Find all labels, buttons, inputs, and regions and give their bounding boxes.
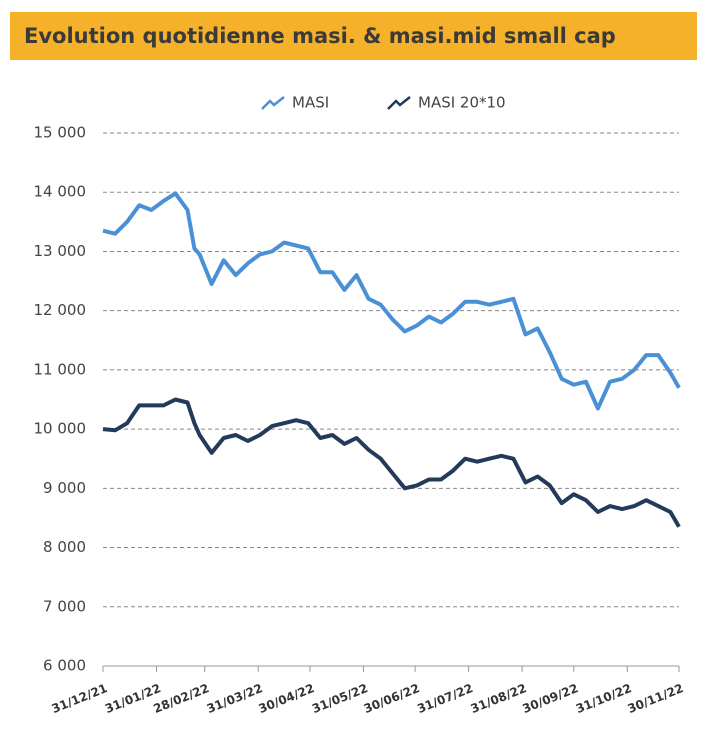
x-tick-label: 30/04/22 xyxy=(257,681,317,716)
x-tick-label: 30/09/22 xyxy=(520,681,580,716)
x-tick-label: 31/03/22 xyxy=(205,681,265,716)
x-tick-label: 31/12/21 xyxy=(50,681,110,716)
chart-title: Evolution quotidienne masi. & masi.mid s… xyxy=(24,24,616,48)
line-series xyxy=(102,191,681,411)
y-tick-label: 14 000 xyxy=(34,183,87,201)
y-tick-label: 10 000 xyxy=(34,420,87,438)
line-series xyxy=(102,397,681,528)
legend-swatch xyxy=(261,96,285,110)
legend-swatch xyxy=(387,96,411,110)
legend-label: MASI xyxy=(292,94,329,112)
x-tick-label: 31/07/22 xyxy=(415,681,475,716)
title-banner xyxy=(10,12,697,60)
x-tick-label: 28/02/22 xyxy=(151,681,211,716)
y-tick-label: 8 000 xyxy=(43,538,86,556)
y-tick-label: 9 000 xyxy=(43,479,86,497)
x-tick-label: 31/05/22 xyxy=(310,681,370,716)
legend-label: MASI 20*10 xyxy=(418,94,506,112)
x-tick-label: 30/06/22 xyxy=(362,681,422,716)
y-tick-label: 12 000 xyxy=(34,301,87,319)
x-tick-label: 30/11/22 xyxy=(626,681,686,716)
y-tick-label: 6 000 xyxy=(43,657,86,675)
x-tick-label: 31/08/22 xyxy=(469,681,529,716)
y-tick-label: 13 000 xyxy=(34,242,87,260)
y-tick-label: 11 000 xyxy=(34,360,87,378)
y-tick-label: 7 000 xyxy=(43,597,86,615)
y-tick-label: 15 000 xyxy=(34,124,87,142)
x-tick-label: 31/10/22 xyxy=(574,681,634,716)
